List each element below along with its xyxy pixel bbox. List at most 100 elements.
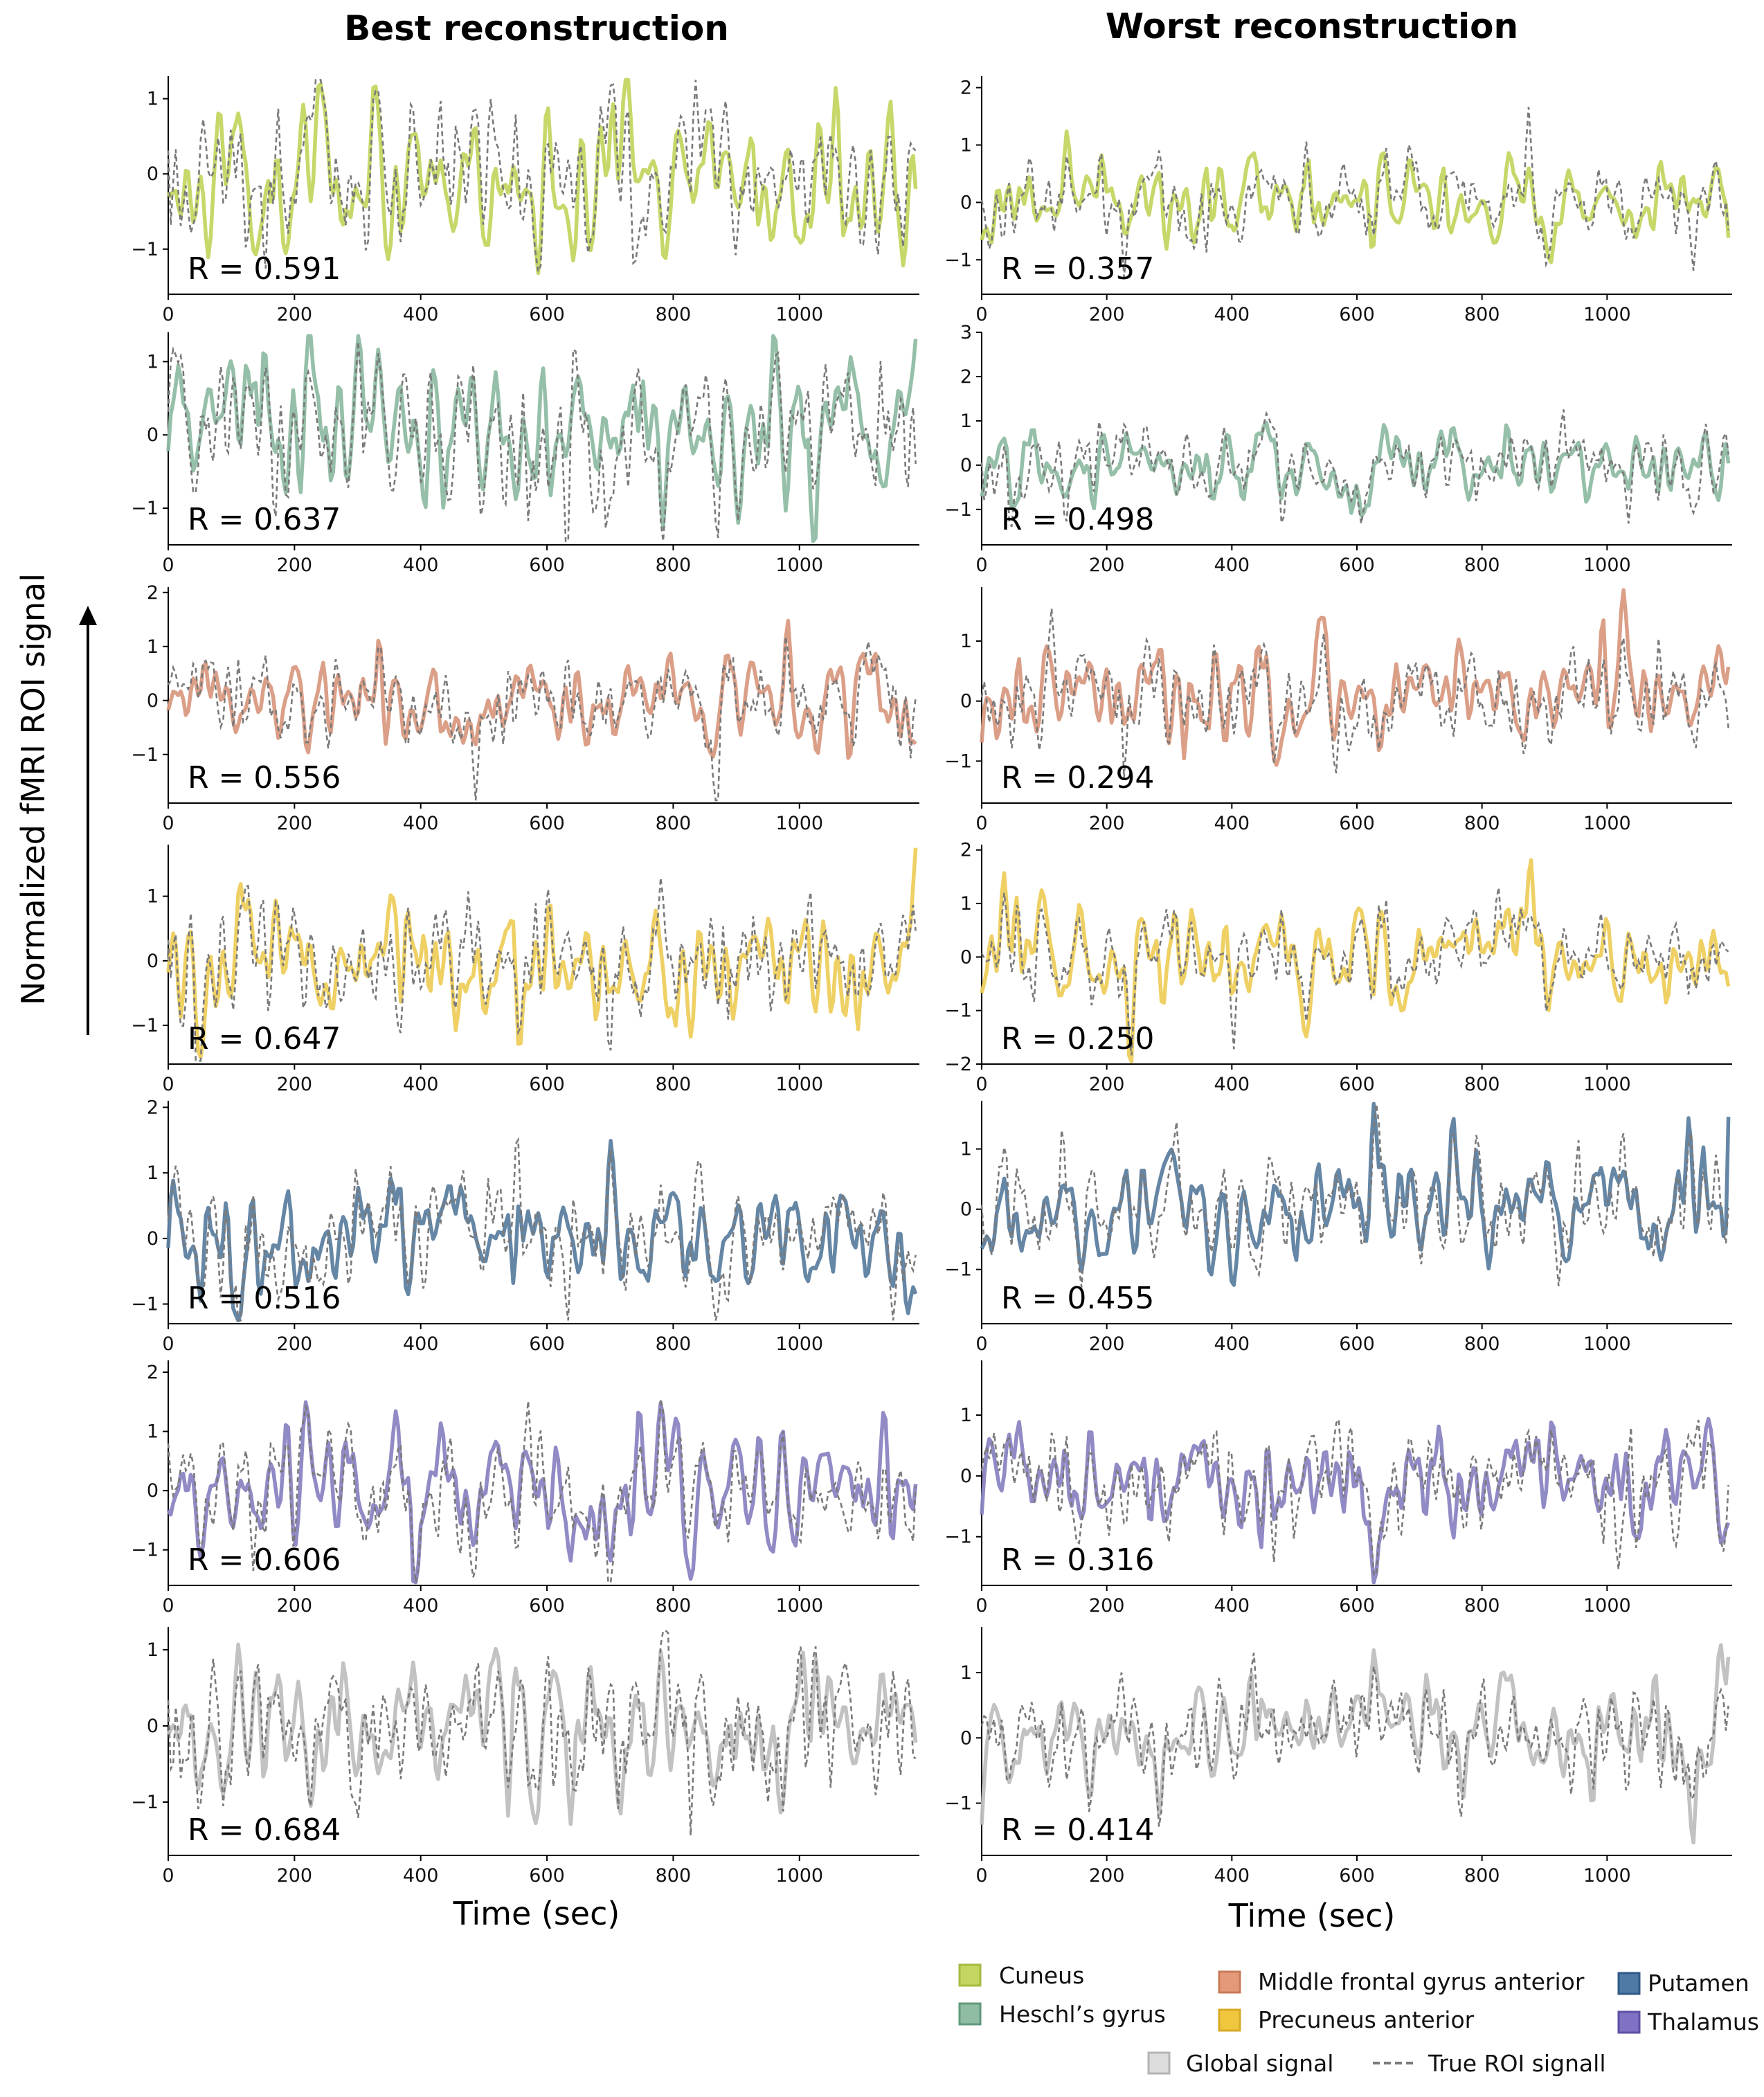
x-tick-label: 600 <box>1339 1333 1375 1355</box>
y-axis-arrow-head <box>79 606 97 625</box>
y-tick-label: 0 <box>147 1716 159 1737</box>
y-tick-label: −1 <box>944 499 972 521</box>
y-tick-label: −1 <box>131 1792 159 1813</box>
y-tick-label: −1 <box>131 1294 159 1315</box>
series-true-roi-signal <box>167 636 917 802</box>
r-value-label: R = 0.637 <box>188 502 341 537</box>
x-tick-label: 0 <box>975 1074 987 1095</box>
r-value-label: R = 0.684 <box>188 1812 341 1848</box>
x-tick-label: 400 <box>403 304 439 325</box>
x-tick-label: 800 <box>656 555 692 576</box>
y-tick-label: 1 <box>147 1639 159 1661</box>
y-tick-label: 3 <box>960 322 972 343</box>
y-tick-label: 1 <box>960 893 972 915</box>
y-tick-label: 0 <box>960 946 972 968</box>
series-true-roi-signal <box>980 1653 1729 1827</box>
column-title-worst: Worst reconstruction <box>1106 6 1518 46</box>
y-tick-label: 0 <box>960 1727 972 1749</box>
y-tick-label: 1 <box>147 636 159 658</box>
y-tick-label: 1 <box>147 89 159 110</box>
y-tick-label: −1 <box>944 1527 972 1548</box>
x-tick-label: 0 <box>162 555 174 576</box>
x-tick-label: 600 <box>529 1333 565 1355</box>
series-reconstructed-cuneus <box>166 78 918 276</box>
y-tick-label: 1 <box>960 134 972 156</box>
x-tick-label: 600 <box>529 1865 565 1887</box>
y-tick-label: 2 <box>960 78 972 99</box>
x-tick-label: 600 <box>529 813 565 834</box>
x-tick-label: 600 <box>1339 1595 1375 1617</box>
y-tick-label: 2 <box>147 1097 159 1118</box>
y-tick-label: −1 <box>944 1259 972 1281</box>
x-tick-label: 800 <box>656 813 692 834</box>
series-reconstructed-middle-frontal-gyrus-anterior <box>980 588 1731 767</box>
y-tick-label: 1 <box>147 1162 159 1184</box>
x-tick-label: 800 <box>1464 555 1500 576</box>
y-tick-label: −1 <box>944 750 972 772</box>
x-tick-label: 800 <box>656 1595 692 1617</box>
x-tick-label: 1000 <box>775 555 823 576</box>
x-tick-label: 0 <box>975 813 987 834</box>
x-tick-label: 0 <box>162 1333 174 1355</box>
x-tick-label: 0 <box>975 304 987 325</box>
x-tick-label: 800 <box>1464 813 1500 834</box>
series-reconstructed-middle-frontal-gyrus-anterior <box>166 618 917 760</box>
r-value-label: R = 0.516 <box>188 1281 341 1316</box>
x-tick-label: 200 <box>1089 1865 1125 1887</box>
x-tick-label: 400 <box>1214 813 1250 834</box>
x-tick-label: 1000 <box>775 1595 823 1617</box>
x-tick-label: 800 <box>1464 1074 1500 1095</box>
x-tick-label: 1000 <box>1583 304 1631 325</box>
y-tick-label: 0 <box>960 1466 972 1487</box>
x-tick-label: 400 <box>1214 1865 1250 1887</box>
legend-label-true-roi: True ROI signall <box>1428 2050 1606 2077</box>
x-tick-label: 600 <box>1339 813 1375 834</box>
series-reconstructed-global-signal <box>166 1642 918 1826</box>
series-true-roi-signal <box>980 1104 1729 1288</box>
y-tick-label: 1 <box>147 886 159 908</box>
x-tick-label: 200 <box>1089 813 1125 834</box>
x-tick-label: 400 <box>403 1595 439 1617</box>
series-reconstructed-global-signal <box>980 1643 1731 1845</box>
x-tick-label: 400 <box>1214 555 1250 576</box>
y-tick-label: 1 <box>960 1405 972 1426</box>
x-tick-label: 800 <box>656 304 692 325</box>
x-tick-label: 0 <box>975 1865 987 1887</box>
x-tick-label: 200 <box>1089 304 1125 325</box>
legend-label-putamen: Putamen <box>1648 1970 1749 1997</box>
x-tick-label: 800 <box>1464 1595 1500 1617</box>
y-tick-label: 2 <box>960 366 972 388</box>
y-tick-label: 1 <box>960 411 972 432</box>
legend-label-cuneus: Cuneus <box>999 1962 1084 1989</box>
x-tick-label: 0 <box>162 304 174 325</box>
series-true-roi-signal <box>167 341 917 542</box>
x-tick-label: 200 <box>1089 1595 1125 1617</box>
x-tick-label: 400 <box>1214 1074 1250 1095</box>
panel-best-3-precuneus-anterior: −1 0 1 0 200 400 600 800 1000 R = 0.647 <box>131 845 919 1095</box>
x-tick-label: 600 <box>529 1074 565 1095</box>
x-tick-label: 1000 <box>775 813 823 834</box>
x-tick-label: 0 <box>162 1074 174 1095</box>
x-tick-label: 200 <box>277 1595 313 1617</box>
x-tick-label: 800 <box>1464 1865 1500 1887</box>
panel-worst-2-middle-frontal-gyrus-anterior: −1 0 1 0 200 400 600 800 1000 R = 0.294 <box>944 587 1732 834</box>
x-axis-label-best: Time (sec) <box>453 1895 620 1932</box>
y-tick-label: −1 <box>944 249 972 271</box>
y-tick-label: 0 <box>147 424 159 446</box>
r-value-label: R = 0.250 <box>1001 1021 1154 1056</box>
y-tick-label: 2 <box>147 582 159 604</box>
x-tick-label: 400 <box>403 1865 439 1887</box>
r-value-label: R = 0.606 <box>188 1542 341 1578</box>
x-tick-label: 200 <box>1089 1074 1125 1095</box>
y-tick-label: −1 <box>131 1540 159 1561</box>
legend-label-heschls-gyrus: Heschl’s gyrus <box>999 2001 1166 2028</box>
y-tick-label: −1 <box>131 498 159 519</box>
x-tick-label: 600 <box>1339 1865 1375 1887</box>
x-tick-label: 0 <box>975 1333 987 1355</box>
y-tick-label: 1 <box>960 1662 972 1684</box>
x-tick-label: 600 <box>1339 1074 1375 1095</box>
x-tick-label: 1000 <box>775 1865 823 1887</box>
x-tick-label: 200 <box>277 1333 313 1355</box>
y-tick-label: 1 <box>147 351 159 372</box>
x-tick-label: 200 <box>277 813 313 834</box>
